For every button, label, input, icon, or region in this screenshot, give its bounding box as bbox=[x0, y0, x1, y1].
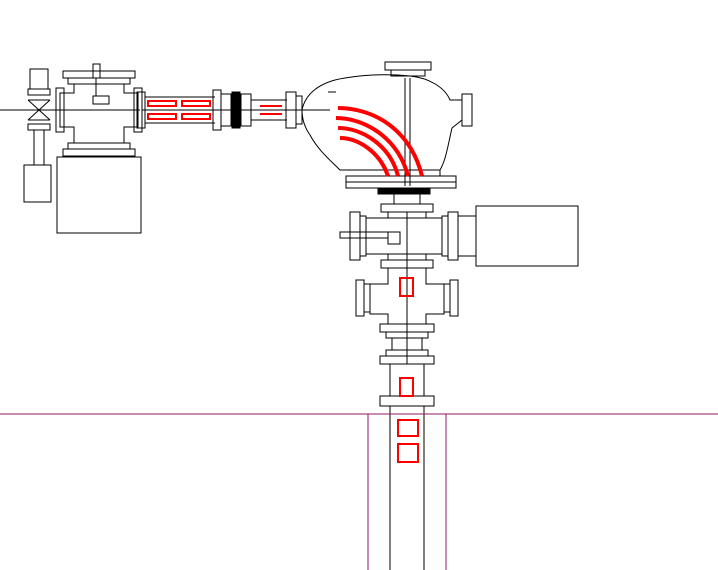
left-six-way-cross bbox=[55, 63, 143, 157]
floor-line bbox=[0, 413, 718, 570]
right-six-way-cross bbox=[339, 203, 477, 269]
beam-highlights bbox=[147, 100, 424, 463]
vertical-beamline bbox=[379, 364, 435, 570]
lower-four-way-cross bbox=[355, 268, 459, 365]
left-pump-box bbox=[56, 156, 142, 234]
gate-valve-icon bbox=[0, 68, 60, 203]
right-pump-box bbox=[475, 205, 579, 267]
dipole-magnet-icon bbox=[301, 61, 473, 205]
